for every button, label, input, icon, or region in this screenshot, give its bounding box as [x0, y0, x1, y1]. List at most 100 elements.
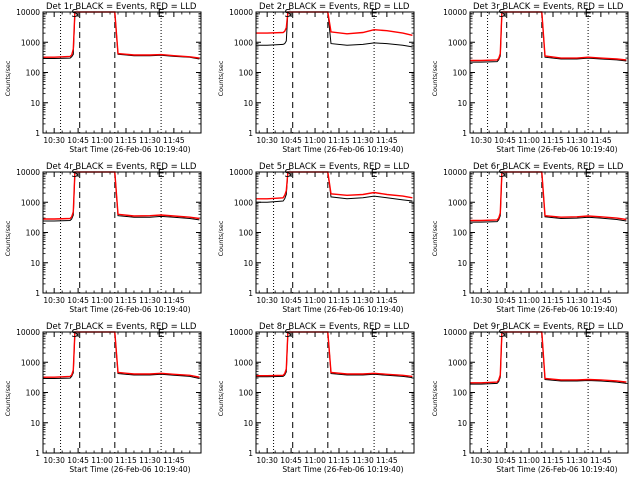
chart-panel: Det 4r BLACK = Events, RED = LLD Counts/s… — [4, 162, 202, 314]
y-tick-label: 100 — [26, 69, 41, 78]
x-tick-label: 10:45 — [280, 136, 302, 145]
y-axis-label: Counts/sec — [217, 220, 225, 256]
series-line-lld — [470, 171, 627, 222]
marker-s: S — [284, 7, 291, 20]
chart-panel: Det 5r BLACK = Events, RED = LLD Counts/s… — [217, 162, 415, 314]
marker-s: S — [284, 327, 291, 340]
y-tick-label: 1000 — [448, 198, 467, 207]
x-tick-label: 10:45 — [494, 296, 516, 305]
series-group — [256, 11, 413, 48]
chart-panel: Det 1r BLACK = Events, RED = LLD Counts/s… — [4, 2, 202, 154]
y-tick-label: 100 — [239, 69, 254, 78]
x-axis-label: Start Time (26-Feb-06 10:19:40) — [69, 305, 190, 314]
marker-e: E — [371, 327, 378, 340]
series-group — [256, 171, 413, 203]
y-tick-label: 10000 — [16, 328, 40, 337]
chart-panel: Det 3r BLACK = Events, RED = LLD Counts/s… — [431, 2, 629, 154]
plot-frame — [469, 11, 629, 134]
x-tick-label: 11:15 — [328, 296, 350, 305]
x-tick-label: 10:45 — [67, 456, 89, 465]
y-axis-label: Counts/sec — [4, 60, 12, 96]
chart-title: Det 1r BLACK = Events, RED = LLD — [46, 2, 197, 12]
y-tick-label: 1 — [248, 289, 253, 298]
series-line-events — [470, 11, 627, 63]
x-tick-label: 10:30 — [256, 296, 278, 305]
x-tick-label: 11:30 — [352, 456, 374, 465]
series-line-lld — [256, 11, 413, 36]
chart-panel: Det 8r BLACK = Events, RED = LLD Counts/s… — [217, 322, 415, 474]
x-tick-label: 11:15 — [542, 456, 564, 465]
y-tick-label: 10 — [457, 99, 467, 108]
x-tick-label: 11:30 — [139, 136, 161, 145]
series-line-lld — [43, 171, 200, 220]
marker-s: S — [498, 7, 505, 20]
chart-title: Det 6r BLACK = Events, RED = LLD — [473, 162, 624, 172]
y-tick-label: 1 — [462, 449, 467, 458]
series-line-lld — [470, 331, 627, 384]
x-tick-label: 10:45 — [494, 136, 516, 145]
x-tick-label: 11:45 — [376, 136, 398, 145]
x-tick-label: 11:00 — [91, 296, 113, 305]
x-tick-label: 11:45 — [163, 456, 185, 465]
y-axis-label: Counts/sec — [217, 60, 225, 96]
x-axis-label: Start Time (26-Feb-06 10:19:40) — [282, 465, 403, 474]
plot-frame — [255, 11, 415, 134]
chart-panel: Det 2r BLACK = Events, RED = LLD Counts/s… — [217, 2, 415, 154]
y-axis-label: Counts/sec — [4, 380, 12, 416]
y-tick-label: 10 — [243, 99, 253, 108]
x-tick-label: 11:15 — [328, 136, 350, 145]
y-tick-label: 1000 — [21, 358, 40, 367]
y-tick-label: 10000 — [443, 8, 467, 17]
x-tick-label: 10:30 — [256, 456, 278, 465]
y-tick-label: 100 — [239, 229, 254, 238]
y-tick-label: 10 — [30, 259, 40, 268]
series-line-lld — [43, 331, 200, 378]
x-axis-label: Start Time (26-Feb-06 10:19:40) — [69, 145, 190, 154]
plot-frame — [42, 171, 202, 294]
y-tick-label: 10 — [243, 259, 253, 268]
x-tick-label: 11:00 — [91, 136, 113, 145]
y-tick-label: 10000 — [443, 168, 467, 177]
plot-frame — [469, 171, 629, 294]
marker-e: E — [158, 327, 165, 340]
y-tick-label: 10000 — [229, 8, 253, 17]
x-tick-label: 10:30 — [470, 296, 492, 305]
y-tick-label: 1 — [248, 449, 253, 458]
x-tick-label: 11:00 — [518, 456, 540, 465]
x-tick-label: 11:30 — [566, 136, 588, 145]
x-tick-label: 11:30 — [139, 296, 161, 305]
x-tick-label: 11:00 — [304, 296, 326, 305]
y-axis-label: Counts/sec — [431, 380, 439, 416]
x-tick-label: 10:30 — [470, 136, 492, 145]
marker-s: S — [498, 327, 505, 340]
plot-frame — [255, 171, 415, 294]
chart-title: Det 9r BLACK = Events, RED = LLD — [473, 322, 624, 332]
y-tick-label: 100 — [453, 229, 468, 238]
x-tick-label: 10:45 — [494, 456, 516, 465]
y-axis-label: Counts/sec — [431, 60, 439, 96]
x-tick-label: 10:45 — [67, 296, 89, 305]
y-tick-label: 1 — [462, 289, 467, 298]
x-tick-label: 11:00 — [518, 296, 540, 305]
y-tick-label: 10 — [243, 419, 253, 428]
marker-e: E — [585, 7, 592, 20]
x-tick-label: 11:30 — [566, 456, 588, 465]
y-tick-label: 1000 — [448, 38, 467, 47]
x-tick-label: 10:45 — [280, 456, 302, 465]
series-line-events — [470, 331, 627, 385]
x-tick-label: 11:45 — [590, 296, 612, 305]
y-tick-label: 1000 — [234, 358, 253, 367]
x-tick-label: 11:30 — [139, 456, 161, 465]
chart-title: Det 3r BLACK = Events, RED = LLD — [473, 2, 624, 12]
y-tick-label: 10000 — [229, 328, 253, 337]
y-axis-label: Counts/sec — [4, 220, 12, 256]
series-line-events — [43, 171, 200, 222]
y-tick-label: 1 — [248, 129, 253, 138]
x-tick-label: 11:30 — [352, 136, 374, 145]
x-tick-label: 11:15 — [542, 296, 564, 305]
x-axis-label: Start Time (26-Feb-06 10:19:40) — [282, 305, 403, 314]
marker-e: E — [371, 7, 378, 20]
y-tick-label: 10000 — [16, 168, 40, 177]
y-axis-label: Counts/sec — [431, 220, 439, 256]
y-tick-label: 100 — [26, 229, 41, 238]
